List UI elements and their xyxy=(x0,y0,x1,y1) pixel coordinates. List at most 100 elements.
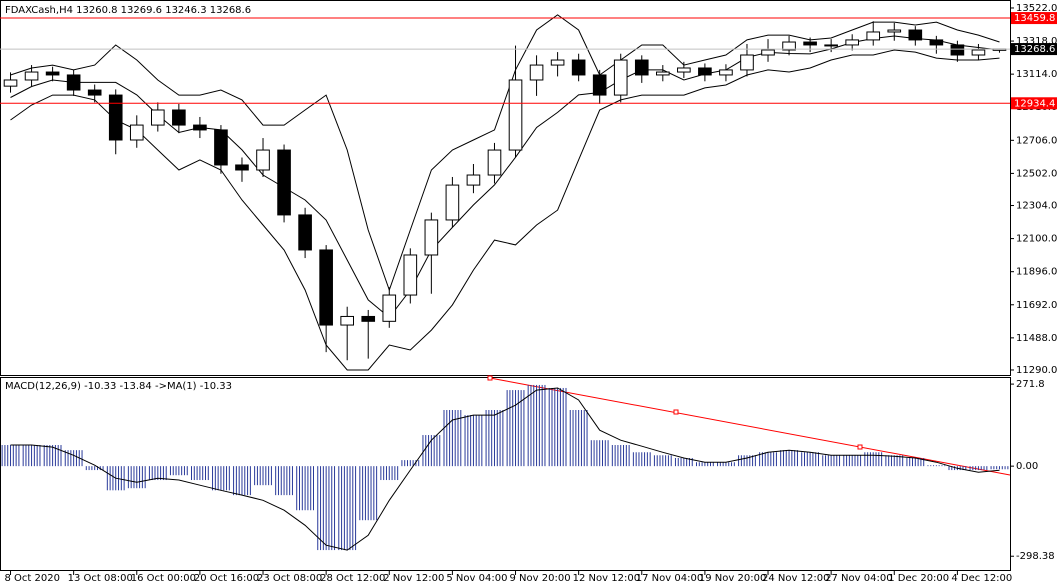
macd-bar xyxy=(780,450,798,467)
candle-body xyxy=(151,109,165,126)
candle-body xyxy=(24,71,39,81)
y-tick-label: 12706.0 xyxy=(1016,135,1057,146)
trend-handle xyxy=(673,409,679,415)
y-tick-label: 12502.0 xyxy=(1016,168,1057,179)
y-tick-label: 0.00 xyxy=(1016,461,1038,472)
candle-body xyxy=(592,74,607,96)
x-tick-label: 12 Nov 12:00 xyxy=(573,573,640,584)
candle-body xyxy=(277,149,291,216)
candle-body xyxy=(740,54,754,71)
trend-handle xyxy=(487,375,493,381)
bollinger-middle xyxy=(10,35,1000,319)
macd-bar xyxy=(85,466,104,471)
candle-body xyxy=(45,71,60,76)
macd-bar xyxy=(296,466,315,511)
y-tick-label: 11488.0 xyxy=(1016,333,1057,344)
candle-body xyxy=(172,109,186,126)
macd-bar xyxy=(233,466,251,496)
macd-bar xyxy=(359,466,378,521)
x-tick-label: 20 Oct 16:00 xyxy=(194,573,259,584)
macd-bar xyxy=(275,466,293,496)
x-tick-label: 1 Dec 20:00 xyxy=(888,573,949,584)
candle-body xyxy=(782,41,796,51)
macd-bar xyxy=(317,466,336,551)
trend-handle xyxy=(857,444,863,450)
macd-bar xyxy=(590,440,609,467)
macd-bar xyxy=(695,462,714,467)
x-tick-label: 13 Oct 08:00 xyxy=(68,573,133,584)
level-label-box xyxy=(1011,12,1057,25)
macd-signal xyxy=(10,387,1000,551)
y-tick-label: -298.38 xyxy=(1016,551,1055,562)
macd-bar xyxy=(759,452,777,467)
candle-body xyxy=(866,31,881,41)
macd-bar xyxy=(485,410,504,467)
y-tick-label: 11692.0 xyxy=(1016,300,1057,311)
y-tick-label: 13522.0 xyxy=(1016,3,1057,14)
y-tick-label: 11896.0 xyxy=(1016,267,1057,278)
candle-body xyxy=(508,79,523,151)
candle-body xyxy=(971,49,986,56)
macd-bar xyxy=(254,466,272,486)
last-price-label: 13268.6 xyxy=(1014,44,1055,55)
macd-bar xyxy=(569,410,588,467)
candle-body xyxy=(319,249,333,326)
macd-bar xyxy=(632,452,651,467)
candle-body xyxy=(613,59,628,96)
y-tick-label: 12100.0 xyxy=(1016,234,1057,245)
candle-body xyxy=(677,67,691,73)
y-tick-label: 13114.0 xyxy=(1016,69,1057,80)
macd-bar xyxy=(822,455,841,467)
level-label: 13459.8 xyxy=(1014,13,1055,24)
macd-bar xyxy=(801,452,820,467)
macd-bar xyxy=(527,384,546,467)
macd-bar xyxy=(169,466,188,476)
macd-bar xyxy=(927,465,946,467)
x-tick-label: 16 Oct 00:00 xyxy=(131,573,196,584)
candle-body xyxy=(340,315,354,326)
candle-body xyxy=(845,39,859,46)
macd-bar xyxy=(969,466,988,471)
candle-body xyxy=(214,129,228,166)
candle-body xyxy=(129,124,144,141)
level-label-box xyxy=(1011,97,1057,110)
macd-bar xyxy=(190,466,209,481)
candle-body xyxy=(950,44,965,56)
candle-body xyxy=(235,164,249,171)
candle-body xyxy=(529,64,544,81)
candle-body xyxy=(298,214,312,251)
candle-body xyxy=(108,94,123,141)
candle-body xyxy=(550,59,565,66)
candle-body xyxy=(445,184,460,221)
y-tick-label: 271.8 xyxy=(1016,379,1045,390)
candle-body xyxy=(634,59,649,76)
candle-body xyxy=(382,294,397,322)
candle-body xyxy=(719,69,733,76)
y-tick-label: 11290.0 xyxy=(1016,365,1057,376)
x-tick-label: 24 Nov 12:00 xyxy=(762,573,829,584)
candle-body xyxy=(193,124,207,131)
candle-body xyxy=(887,29,902,33)
x-tick-label: 23 Oct 08:00 xyxy=(257,573,322,584)
bollinger-upper xyxy=(10,14,1000,292)
y-tick-label: 12304.0 xyxy=(1016,201,1057,212)
candle-body xyxy=(487,149,502,176)
x-tick-label: 17 Nov 04:00 xyxy=(636,573,703,584)
macd-bar xyxy=(611,445,630,467)
candle-body xyxy=(403,254,418,296)
macd-bar xyxy=(338,466,357,551)
x-tick-label: 4 Dec 12:00 xyxy=(951,573,1012,584)
candle-body xyxy=(824,44,838,47)
candle-body xyxy=(3,79,18,87)
candle-body xyxy=(656,71,670,76)
chart-title: FDAXCash,H4 13260.8 13269.6 13246.3 1326… xyxy=(5,5,251,16)
macd-bar xyxy=(843,455,862,467)
macd-bar xyxy=(990,466,1009,470)
macd-bar xyxy=(22,445,41,467)
macd-bar xyxy=(464,415,483,467)
macd-bar xyxy=(401,460,420,467)
y-tick-label: 13318.0 xyxy=(1016,36,1057,47)
macd-bar xyxy=(43,445,62,467)
